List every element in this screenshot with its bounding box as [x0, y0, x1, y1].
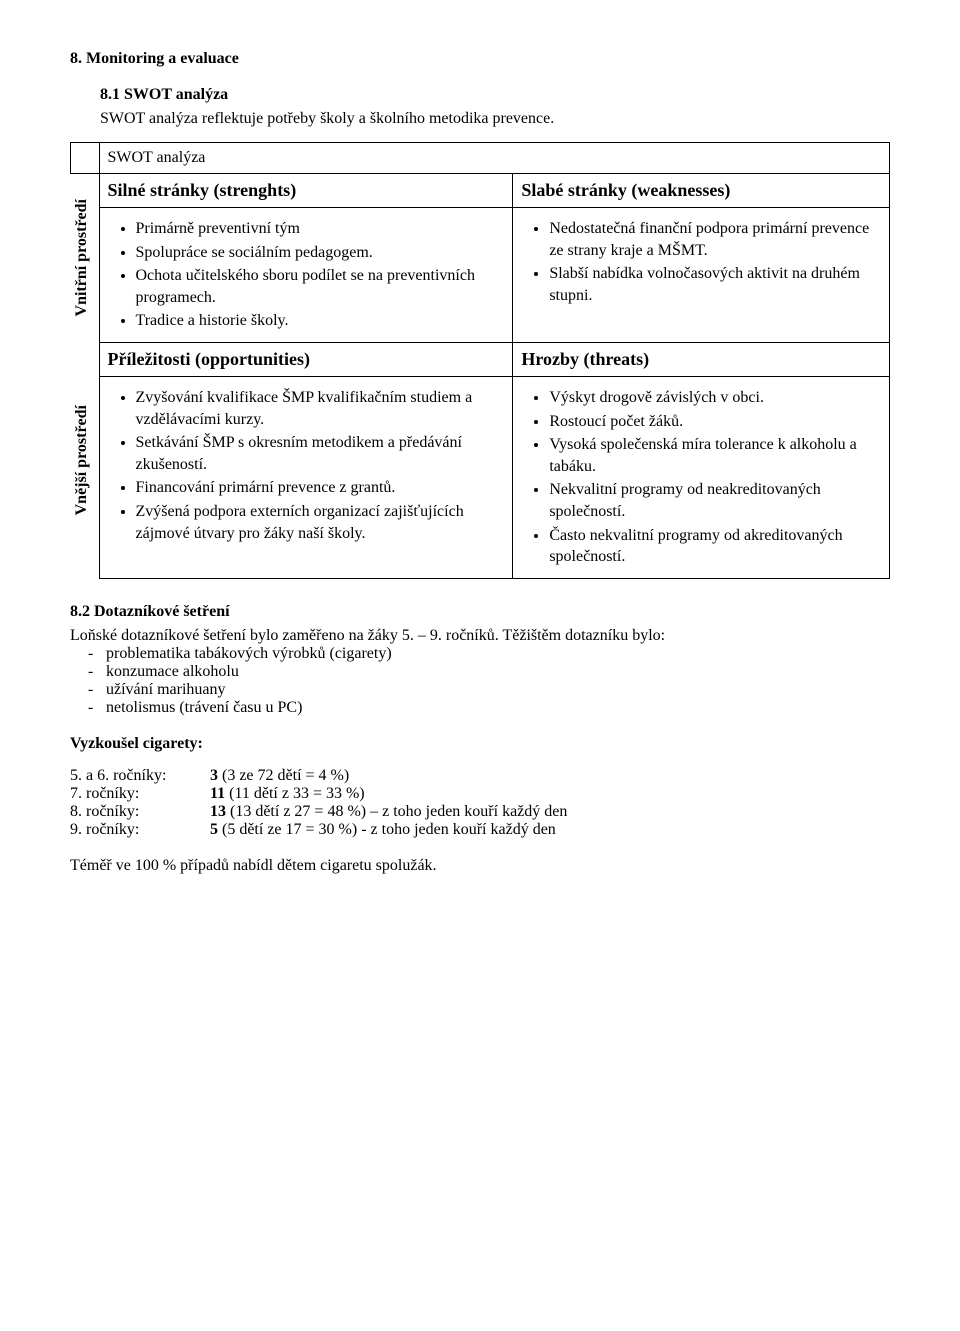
swot-strengths-cell: Primárně preventivní tým Spolupráce se s…: [99, 208, 513, 343]
list-item: Rostoucí počet žáků.: [549, 411, 881, 433]
row-rest: (3 ze 72 dětí = 4 %): [218, 767, 349, 784]
list-item: Zvyšování kvalifikace ŠMP kvalifikačním …: [136, 387, 505, 430]
subsection-81-title: 8.1 SWOT analýza: [100, 86, 890, 104]
swot-threats-list: Výskyt drogově závislých v obci. Rostouc…: [521, 387, 881, 568]
subsection-82-intro: Loňské dotazníkové šetření bylo zaměřeno…: [70, 627, 890, 645]
list-item: Setkávání ŠMP s okresním metodikem a pře…: [136, 432, 505, 475]
list-item: netolismus (trávení času u PC): [106, 699, 890, 717]
row-rest: (13 dětí z 27 = 48 %) – z toho jeden kou…: [226, 803, 567, 820]
list-item: problematika tabákových výrobků (cigaret…: [106, 645, 890, 663]
swot-strengths-list: Primárně preventivní tým Spolupráce se s…: [108, 218, 505, 332]
subsection-81-intro: SWOT analýza reflektuje potřeby školy a …: [100, 110, 890, 128]
subsection-82-title: 8.2 Dotazníkové šetření: [70, 603, 890, 621]
swot-opportunities-cell: Zvyšování kvalifikace ŠMP kvalifikačním …: [99, 376, 513, 578]
row-rest: (11 dětí z 33 = 33 %): [225, 785, 365, 802]
swot-rowlabel-internal: Vnitřní prostředí: [71, 174, 100, 343]
row-rest: (5 dětí ze 17 = 30 %) - z toho jeden kou…: [218, 821, 556, 838]
row-bold: 3: [210, 767, 218, 784]
swot-threats-cell: Výskyt drogově závislých v obci. Rostouc…: [513, 376, 890, 578]
list-item: Nedostatečná finanční podpora primární p…: [549, 218, 881, 261]
row-label: 5. a 6. ročníky:: [70, 767, 210, 785]
list-item: Ochota učitelského sboru podílet se na p…: [136, 265, 505, 308]
swot-header-strengths: Silné stránky (strenghts): [99, 174, 513, 208]
cigarettes-footer: Téměř ve 100 % případů nabídl dětem ciga…: [70, 857, 890, 875]
swot-weaknesses-list: Nedostatečná finanční podpora primární p…: [521, 218, 881, 306]
list-item: Slabší nabídka volnočasových aktivit na …: [549, 263, 881, 306]
row-value: 5 (5 dětí ze 17 = 30 %) - z toho jeden k…: [210, 821, 556, 839]
swot-rowlabel-external: Vnější prostředí: [71, 342, 100, 578]
section-title: 8. Monitoring a evaluace: [70, 50, 890, 68]
swot-table: SWOT analýza Vnitřní prostředí Silné str…: [70, 142, 890, 579]
swot-header-weaknesses: Slabé stránky (weaknesses): [513, 174, 890, 208]
table-row: 9. ročníky: 5 (5 dětí ze 17 = 30 %) - z …: [70, 821, 890, 839]
row-label: 9. ročníky:: [70, 821, 210, 839]
list-item: konzumace alkoholu: [106, 663, 890, 681]
row-bold: 13: [210, 803, 226, 820]
list-item: Financování primární prevence z grantů.: [136, 477, 505, 499]
list-item: Často nekvalitní programy od akreditovan…: [549, 525, 881, 568]
swot-rowlabel-external-text: Vnější prostředí: [73, 405, 91, 515]
cigarettes-heading: Vyzkoušel cigarety:: [70, 735, 890, 753]
swot-header-threats: Hrozby (threats): [513, 342, 890, 376]
swot-table-title: SWOT analýza: [99, 143, 890, 174]
cigarettes-data: 5. a 6. ročníky: 3 (3 ze 72 dětí = 4 %) …: [70, 767, 890, 839]
row-label: 8. ročníky:: [70, 803, 210, 821]
table-row: 7. ročníky: 11 (11 dětí z 33 = 33 %): [70, 785, 890, 803]
survey-topic-list: problematika tabákových výrobků (cigaret…: [70, 645, 890, 717]
swot-empty-corner: [71, 143, 100, 174]
list-item: Tradice a historie školy.: [136, 310, 505, 332]
swot-opportunities-list: Zvyšování kvalifikace ŠMP kvalifikačním …: [108, 387, 505, 544]
list-item: užívání marihuany: [106, 681, 890, 699]
list-item: Výskyt drogově závislých v obci.: [549, 387, 881, 409]
row-value: 13 (13 dětí z 27 = 48 %) – z toho jeden …: [210, 803, 567, 821]
list-item: Zvýšená podpora externích organizací zaj…: [136, 501, 505, 544]
swot-rowlabel-internal-text: Vnitřní prostředí: [73, 199, 91, 316]
table-row: 5. a 6. ročníky: 3 (3 ze 72 dětí = 4 %): [70, 767, 890, 785]
swot-header-opportunities: Příležitosti (opportunities): [99, 342, 513, 376]
row-label: 7. ročníky:: [70, 785, 210, 803]
swot-weaknesses-cell: Nedostatečná finanční podpora primární p…: [513, 208, 890, 343]
row-bold: 11: [210, 785, 225, 802]
table-row: 8. ročníky: 13 (13 dětí z 27 = 48 %) – z…: [70, 803, 890, 821]
list-item: Spolupráce se sociálním pedagogem.: [136, 242, 505, 264]
list-item: Vysoká společenská míra tolerance k alko…: [549, 434, 881, 477]
list-item: Nekvalitní programy od neakreditovaných …: [549, 479, 881, 522]
row-value: 3 (3 ze 72 dětí = 4 %): [210, 767, 349, 785]
row-bold: 5: [210, 821, 218, 838]
list-item: Primárně preventivní tým: [136, 218, 505, 240]
row-value: 11 (11 dětí z 33 = 33 %): [210, 785, 365, 803]
